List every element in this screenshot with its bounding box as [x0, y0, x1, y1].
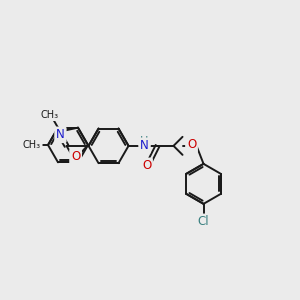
Text: N: N [140, 140, 149, 152]
Text: O: O [187, 138, 196, 152]
Text: O: O [142, 159, 151, 172]
Text: CH₃: CH₃ [23, 140, 41, 150]
Text: Cl: Cl [198, 215, 209, 228]
Text: H: H [140, 136, 149, 146]
Text: CH₃: CH₃ [41, 110, 59, 120]
Text: N: N [56, 128, 65, 141]
Text: O: O [71, 150, 80, 164]
